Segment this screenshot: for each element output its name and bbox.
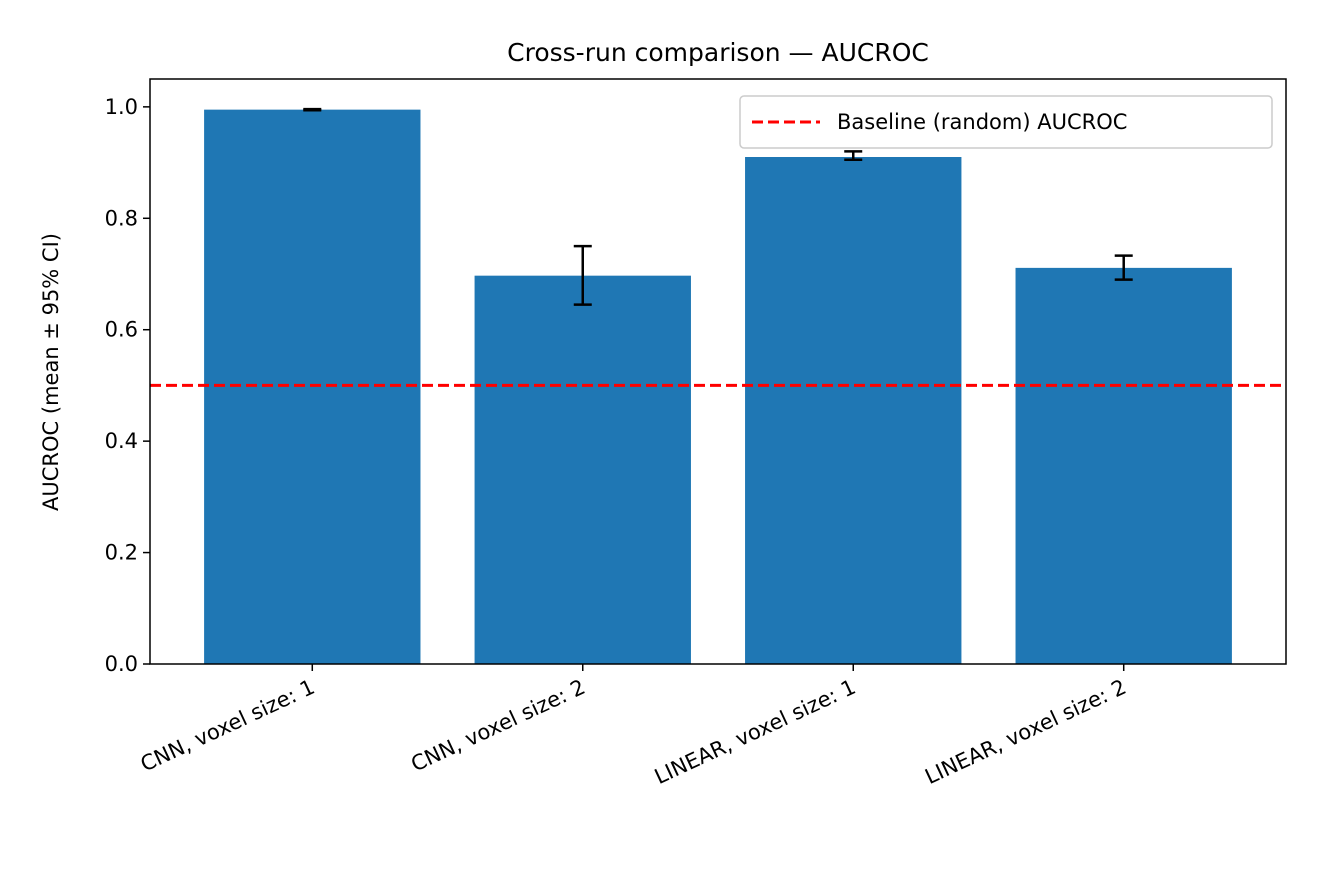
error-bar-2	[573, 244, 592, 306]
y-axis-label: AUCROC (mean ± 95% CI)	[39, 233, 63, 511]
y-tick-label-2: 0.4	[105, 429, 138, 453]
bar-4	[1015, 267, 1232, 664]
bar-3	[745, 157, 962, 664]
error-bar-1	[303, 107, 322, 112]
x-tick-label-0: CNN, voxel size: 1	[137, 675, 319, 777]
legend: Baseline (random) AUCROC	[739, 95, 1273, 149]
axes-frame	[149, 78, 1287, 665]
legend-baseline-label: Baseline (random) AUCROC	[837, 110, 1127, 134]
y-tick-label-4: 0.8	[105, 206, 138, 230]
chart-title: Cross-run comparison — AUCROC	[507, 38, 929, 67]
y-tick-label-0: 0.0	[105, 652, 138, 676]
x-tick-label-1: CNN, voxel size: 2	[407, 675, 589, 777]
y-tick-label-1: 0.2	[105, 541, 138, 565]
plot-area: 0.0 0.2 0.4 0.6 0.8 1.0 CNN, voxel size: 1 CNN,…	[105, 95, 1286, 789]
y-tick-label-5: 1.0	[105, 95, 138, 119]
error-bar-3	[844, 150, 863, 162]
legend-box	[739, 95, 1273, 149]
x-tick-label-2: LINEAR, voxel size: 1	[651, 675, 859, 789]
x-tick-label-3: LINEAR, voxel size: 2	[921, 675, 1129, 789]
y-tick-label-3: 0.6	[105, 318, 138, 342]
error-bar-4	[1114, 254, 1133, 281]
bar-2	[474, 275, 691, 664]
